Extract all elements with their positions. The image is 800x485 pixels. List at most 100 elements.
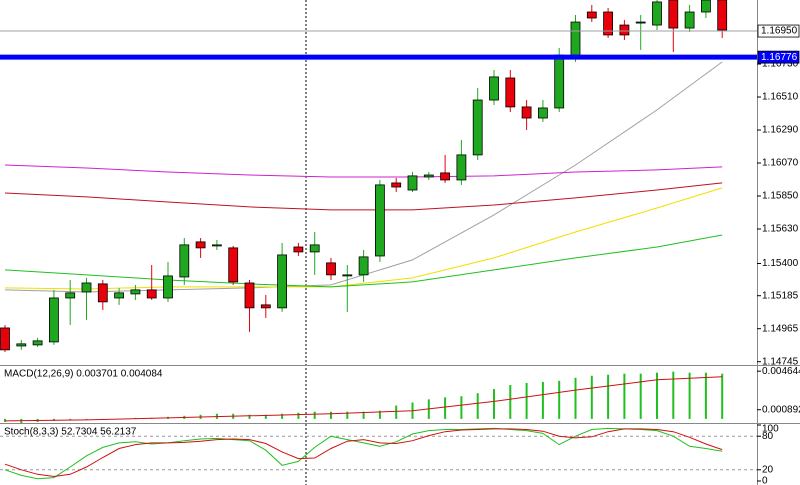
histogram-bar: [264, 414, 267, 419]
candle-body: [0, 327, 10, 351]
candle-body: [146, 289, 157, 299]
y-tick-label: 100: [762, 424, 779, 435]
candle-body: [456, 154, 467, 181]
candle-body: [16, 343, 27, 347]
price-label: 1.16950: [761, 26, 798, 37]
histogram-bar: [704, 372, 707, 419]
candle-body: [407, 175, 418, 191]
moving-average: [4, 187, 723, 290]
histogram-bar: [525, 382, 528, 419]
candle-body: [358, 256, 369, 276]
candle-body: [32, 340, 43, 346]
histogram-bar: [672, 371, 675, 419]
candle-body: [49, 297, 59, 343]
histogram-bar: [558, 380, 561, 419]
candle-body: [211, 244, 222, 247]
moving-average: [4, 234, 723, 288]
stochastic-line: [4, 427, 723, 480]
histogram-bar: [639, 373, 642, 419]
candle-body: [277, 254, 288, 309]
candle-body: [293, 246, 304, 253]
histogram-bar: [476, 393, 479, 419]
candle-body: [374, 184, 385, 257]
candle-body: [179, 244, 190, 278]
histogram-bar: [444, 397, 447, 419]
y-tick-label: 1.16510: [762, 92, 799, 103]
y-tick-label: 0: [762, 476, 768, 485]
candle-body: [244, 282, 255, 309]
candle-body: [635, 21, 646, 24]
histogram-bar: [346, 411, 349, 419]
candle-body: [505, 77, 516, 108]
histogram-bar: [574, 377, 577, 419]
histogram-bar: [85, 418, 88, 420]
candle-body: [521, 106, 532, 119]
histogram-bar: [460, 396, 463, 419]
candle-body: [586, 11, 597, 19]
candle-body: [326, 262, 336, 276]
candle-body: [684, 11, 695, 29]
candle-body: [652, 1, 662, 26]
plot-area: [0, 0, 728, 352]
candle-body: [391, 182, 402, 188]
histogram-bar: [313, 411, 316, 419]
price-label-box: [757, 50, 800, 64]
histogram-bar: [69, 418, 72, 420]
y-tick-label: 1.15400: [762, 258, 799, 269]
y-tick-label: 1.15185: [762, 290, 799, 301]
histogram-bar: [590, 375, 593, 419]
plot-area: [4, 371, 724, 423]
moving-average: [4, 182, 723, 211]
candle-body: [309, 244, 320, 253]
stochastic-line: [4, 428, 723, 478]
y-tick-label: 1.16070: [762, 158, 799, 169]
indicator-label: Stoch(8,3,3) 52.7304 56.2137: [4, 427, 137, 438]
candle-body: [260, 304, 271, 309]
candle-body: [97, 283, 108, 303]
candle-body: [81, 282, 92, 293]
histogram-bar: [607, 374, 610, 419]
candle-body: [701, 0, 711, 13]
y-tick-label: 1.14745: [762, 356, 799, 367]
histogram-bar: [493, 389, 495, 419]
histogram-bar: [297, 412, 300, 419]
y-tick-label: 0.004644: [762, 366, 800, 377]
y-tick-label: 1.15850: [762, 191, 799, 202]
histogram-bar: [541, 381, 544, 419]
candle-body: [668, 0, 679, 29]
candle-body: [717, 0, 728, 31]
candle-body: [603, 11, 613, 36]
candle-body: [440, 172, 451, 181]
histogram-bar: [362, 411, 365, 419]
candle-body: [163, 275, 173, 299]
histogram-bar: [248, 414, 251, 419]
candle-body: [195, 241, 206, 249]
histogram-bar: [395, 405, 398, 419]
y-tick-label: 1.16290: [762, 125, 799, 136]
y-tick-label: 80: [762, 431, 774, 442]
moving-average: [4, 61, 723, 293]
indicator-label: MACD(12,26,9) 0.003701 0.004084: [4, 369, 163, 380]
y-tick-label: 20: [762, 464, 774, 475]
y-tick-label: 1.14965: [762, 323, 799, 334]
y-tick-label: 1.16730: [762, 59, 799, 70]
histogram-bar: [623, 373, 626, 419]
price-label-box: [757, 24, 800, 38]
candle-body: [130, 289, 141, 295]
histogram-bar: [656, 372, 658, 419]
histogram-bar: [281, 413, 284, 419]
candle-body: [114, 292, 124, 299]
histogram-bar: [721, 373, 724, 419]
moving-average: [4, 164, 723, 178]
candle-body: [65, 292, 76, 299]
candle-body: [554, 54, 565, 109]
y-tick-label: 1.15630: [762, 224, 799, 235]
candle-body: [342, 274, 353, 277]
price-label: 1.16776: [761, 52, 798, 63]
histogram-bar: [378, 410, 381, 419]
candle-body: [619, 24, 630, 36]
signal-line: [4, 376, 723, 422]
candle-body: [228, 247, 239, 283]
